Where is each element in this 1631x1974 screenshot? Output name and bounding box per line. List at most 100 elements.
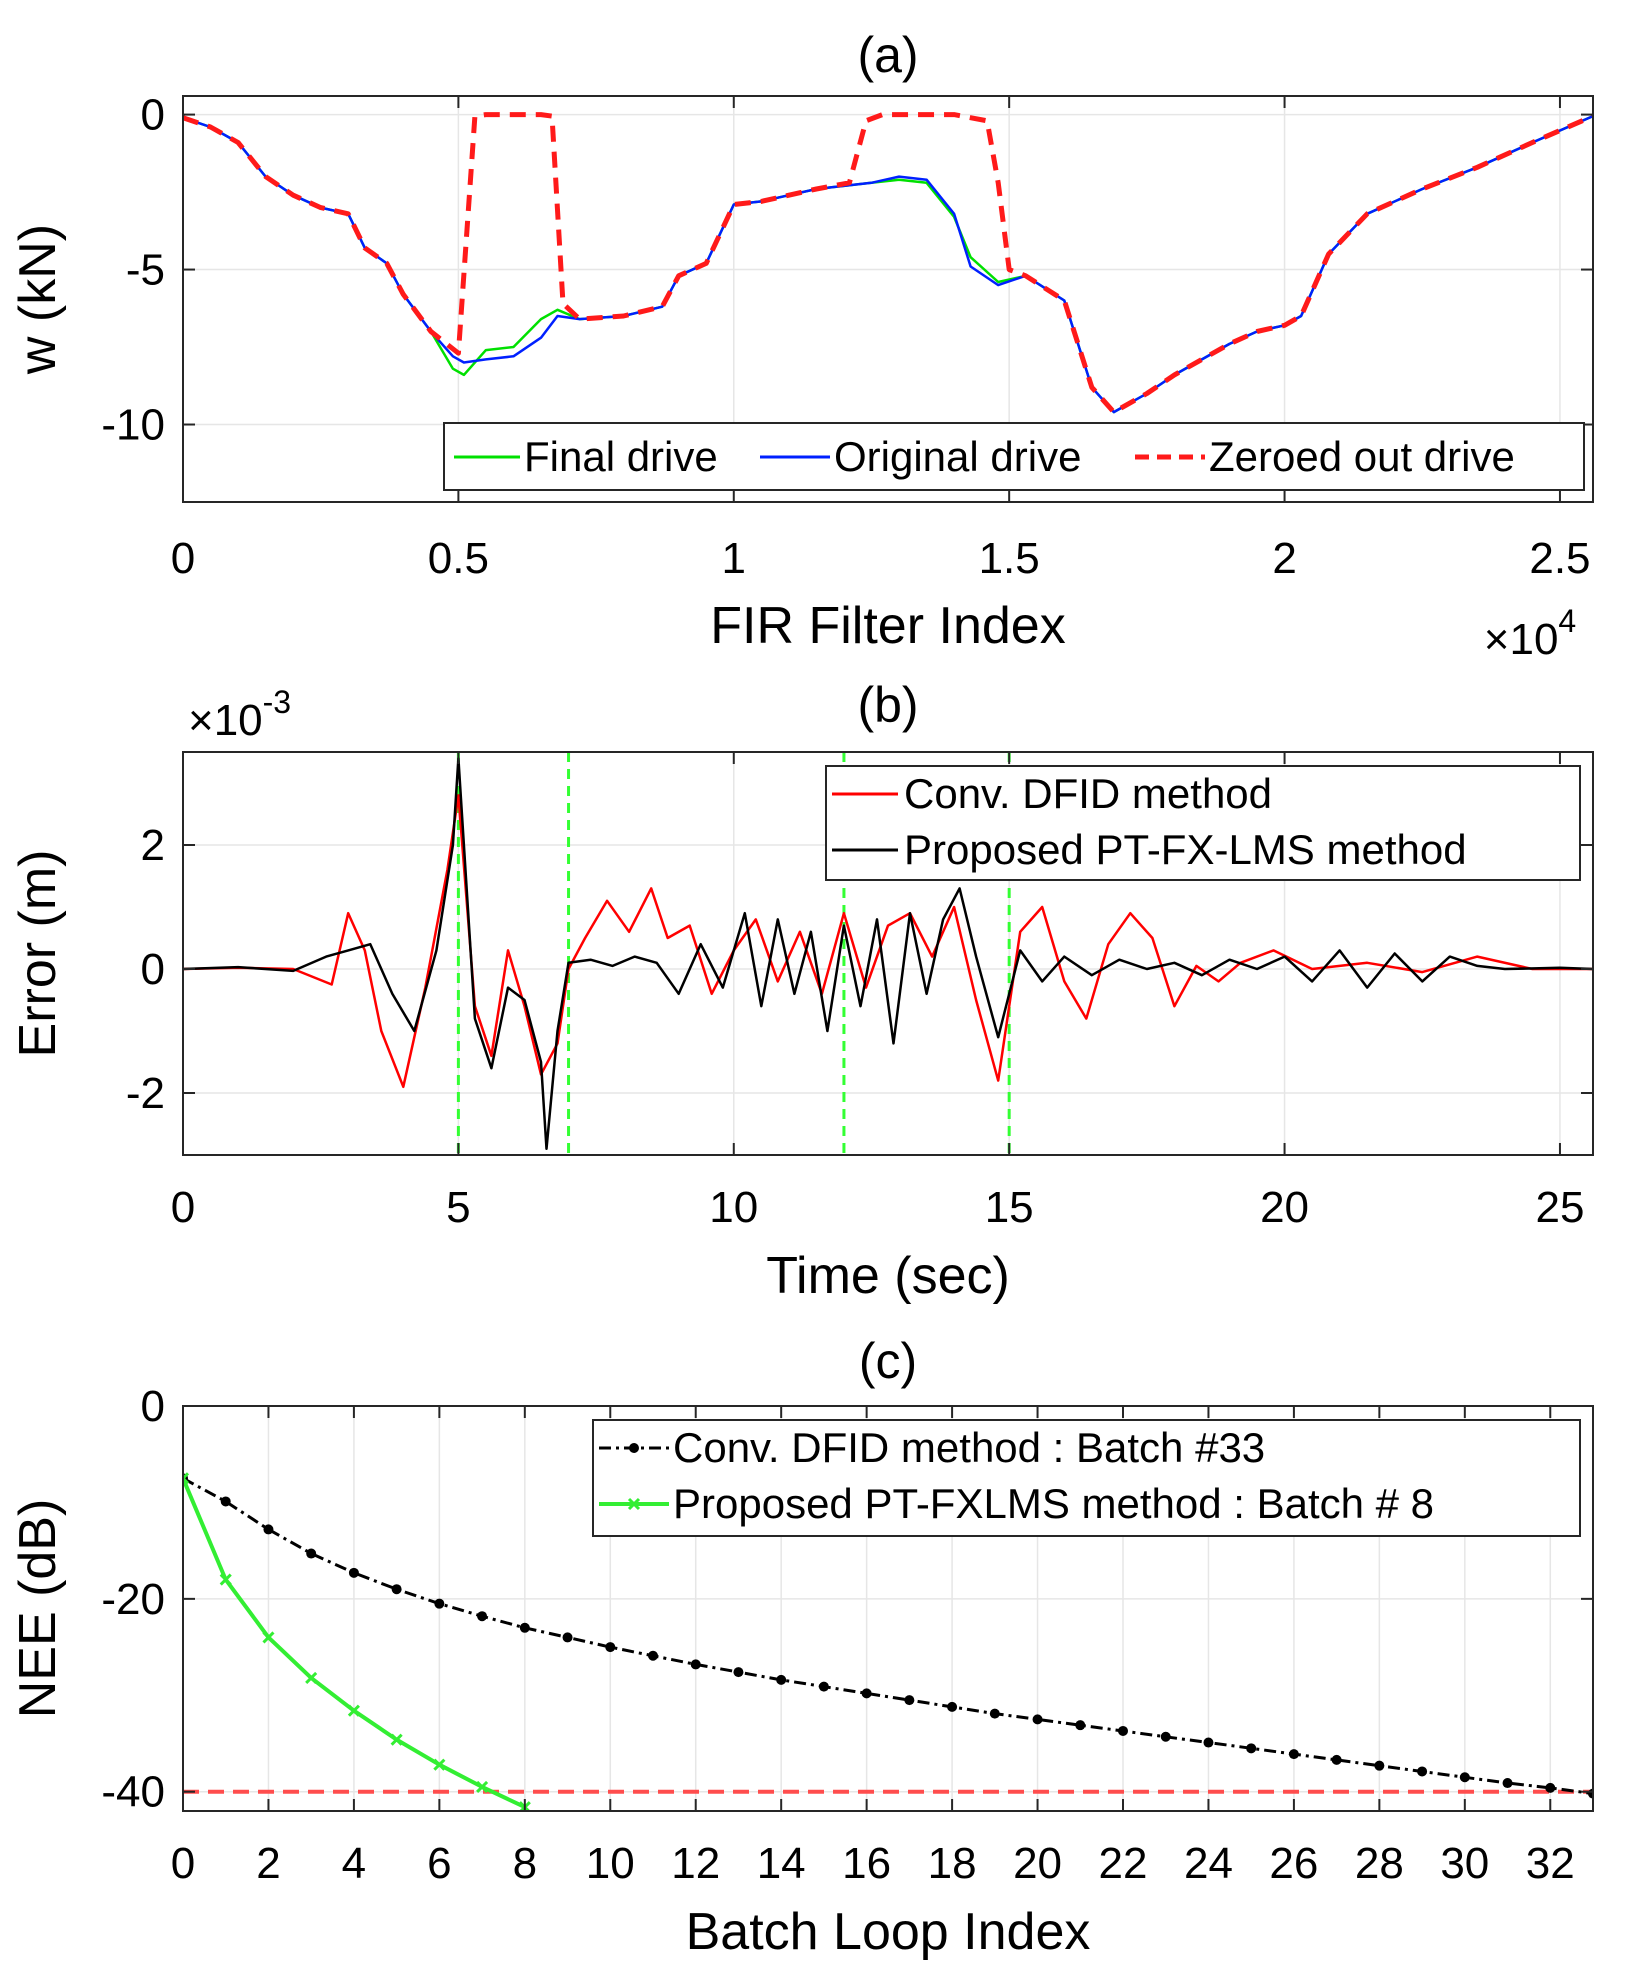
y-tick-label: -10 — [101, 401, 165, 450]
legend-box — [825, 765, 1581, 881]
data-point — [1417, 1766, 1428, 1777]
x-tick-label: 10 — [586, 1839, 635, 1888]
legend-box — [592, 1419, 1581, 1537]
data-point — [347, 1704, 360, 1717]
x-tick-label: 20 — [1260, 1183, 1309, 1232]
data-point — [1374, 1760, 1385, 1771]
data-point — [1160, 1731, 1171, 1742]
data-point — [1246, 1743, 1257, 1754]
legend: Conv. DFID method Proposed PT-FX-LMS meth… — [825, 765, 1581, 881]
series-line-2 — [183, 112, 1593, 415]
data-point — [733, 1667, 744, 1678]
legend: Conv. DFID method : Batch #33 Proposed PT… — [592, 1419, 1581, 1537]
data-point — [476, 1780, 489, 1793]
data-point — [219, 1573, 232, 1586]
legend-marker — [627, 1497, 641, 1511]
chart-title: (a) — [857, 27, 918, 83]
y-tick-label: 2 — [141, 821, 165, 870]
axes-frame — [182, 95, 1594, 503]
data-point — [1075, 1720, 1086, 1731]
plot-content — [183, 112, 1593, 415]
y-tick-label: 0 — [141, 91, 165, 140]
data-point — [605, 1642, 616, 1653]
y-tick-label: 0 — [141, 1382, 165, 1431]
x-multiplier-base: ×10 — [1484, 615, 1559, 664]
data-point — [263, 1524, 274, 1535]
x-tick-label: 5 — [446, 1183, 470, 1232]
x-tick-label: 22 — [1099, 1839, 1148, 1888]
x-tick-label: 6 — [427, 1839, 451, 1888]
x-tick-label: 10 — [709, 1183, 758, 1232]
axes-frame — [182, 1405, 1594, 1812]
data-point — [989, 1708, 1000, 1719]
series-line-0 — [183, 1476, 1593, 1796]
legend-marker — [629, 1443, 639, 1453]
y-multiplier-base: ×10 — [188, 696, 263, 745]
chart-title: (c) — [859, 1333, 917, 1389]
y-axis-label: NEE (dB) — [9, 1499, 67, 1719]
x-tick-label: 1 — [722, 534, 746, 583]
x-tick-label: 2.5 — [1529, 534, 1590, 583]
chart-title: (b) — [857, 677, 918, 733]
legend-label-0: Final drive — [524, 433, 718, 480]
x-tick-label: 26 — [1269, 1839, 1318, 1888]
y-axis-label: w (kN) — [9, 224, 67, 375]
legend-label-0: Conv. DFID method — [904, 770, 1272, 817]
data-point — [262, 1631, 275, 1644]
x-axis-label: Batch Loop Index — [686, 1903, 1091, 1961]
legend-label-1: Original drive — [834, 433, 1081, 480]
x-tick-label: 12 — [671, 1839, 720, 1888]
x-axis-label: Time (sec) — [766, 1247, 1010, 1305]
x-tick-label: 2 — [1272, 534, 1296, 583]
y-multiplier-exp: -3 — [263, 684, 291, 720]
x-tick-label: 20 — [1013, 1839, 1062, 1888]
x-tick-label: 25 — [1535, 1183, 1584, 1232]
y-tick-label: -40 — [101, 1768, 165, 1817]
x-tick-label: 0 — [171, 534, 195, 583]
data-point — [818, 1681, 829, 1692]
x-tick-label: 0 — [171, 1839, 195, 1888]
data-point — [776, 1674, 787, 1685]
data-point — [690, 1659, 701, 1670]
data-point — [1118, 1725, 1128, 1736]
y-tick-label: -5 — [126, 246, 165, 295]
legend-label-1: Proposed PT-FX-LMS method — [904, 826, 1467, 873]
y-tick-label: -20 — [101, 1575, 165, 1624]
legend: Final drive Original drive Zeroed out driv… — [443, 422, 1585, 491]
x-multiplier-exp: 4 — [1558, 603, 1576, 639]
x-tick-label: 4 — [342, 1839, 366, 1888]
x-tick-label: 2 — [256, 1839, 280, 1888]
data-point — [1545, 1782, 1556, 1793]
x-tick-label: 24 — [1184, 1839, 1233, 1888]
x-tick-label: 32 — [1526, 1839, 1575, 1888]
x-tick-label: 18 — [928, 1839, 977, 1888]
data-point — [1459, 1772, 1470, 1783]
y-axis-label: Error (m) — [9, 850, 67, 1058]
data-point — [648, 1650, 658, 1661]
x-tick-label: 8 — [513, 1839, 537, 1888]
series-line-0 — [183, 794, 1593, 1089]
y-tick-label: -2 — [126, 1069, 165, 1118]
data-point — [1502, 1778, 1513, 1789]
chart-panel-c: 0 2 4 6 8 10 12 14 16 18 20 22 24 26 28 30 320-20-40(c)B… — [9, 1333, 1594, 1961]
y-tick-label: 0 — [141, 945, 165, 994]
legend-label-0: Conv. DFID method : Batch #33 — [673, 1424, 1265, 1471]
legend-label-2: Zeroed out drive — [1209, 433, 1515, 480]
plot-content — [183, 752, 1593, 1155]
data-point — [220, 1496, 231, 1507]
data-point — [433, 1758, 446, 1771]
data-point — [348, 1567, 359, 1578]
data-point — [390, 1733, 403, 1746]
legend-label-1: Proposed PT-FXLMS method : Batch # 8 — [673, 1480, 1434, 1527]
axes-frame — [182, 751, 1594, 1156]
data-point — [861, 1688, 872, 1699]
x-tick-label: 14 — [757, 1839, 806, 1888]
data-point — [1203, 1737, 1214, 1748]
data-point — [183, 1472, 190, 1485]
data-point — [1032, 1714, 1043, 1725]
x-tick-label: 28 — [1355, 1839, 1404, 1888]
y-multiplier: ×10-3 — [188, 684, 291, 745]
data-point — [1331, 1754, 1342, 1765]
